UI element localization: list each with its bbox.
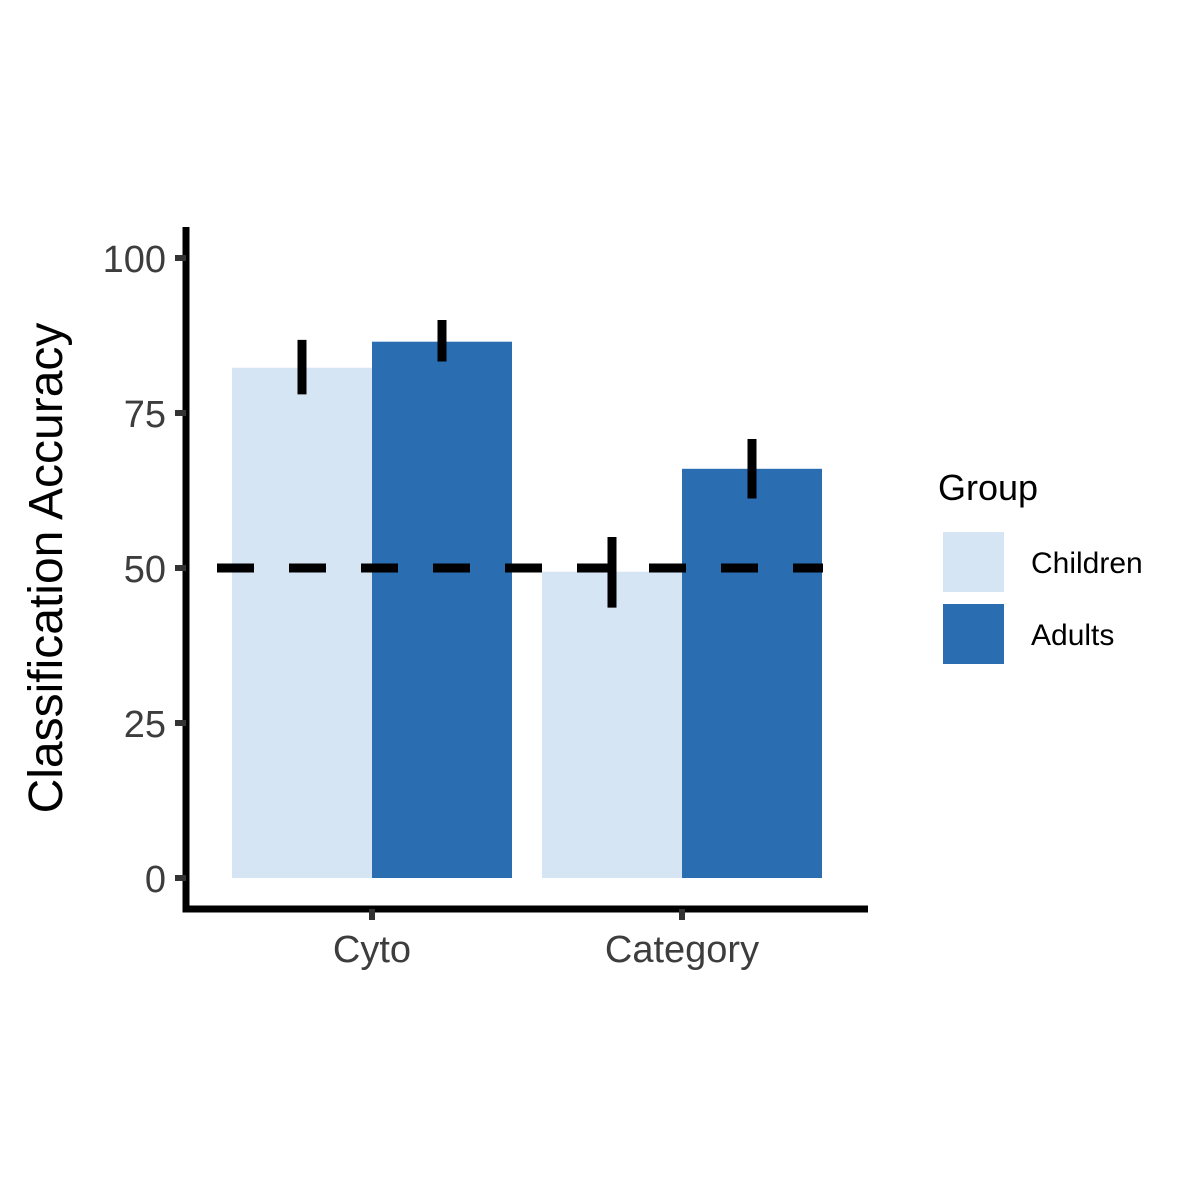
y-ticks: 0 25 50 75 100 [103, 239, 186, 901]
y-tick-label: 0 [145, 859, 166, 901]
y-axis-title: Classification Accuracy [20, 323, 73, 814]
legend-items: Children Adults [943, 532, 1143, 664]
error-bars-layer [297, 320, 757, 608]
legend-swatch-adults [943, 604, 1004, 664]
bar-adults-cyto [372, 341, 512, 878]
legend-title: Group [938, 467, 1038, 508]
legend: Group Children Adults [938, 467, 1143, 664]
x-tick-label-cyto: Cyto [333, 929, 411, 971]
legend-swatch-children [943, 532, 1004, 592]
y-tick-label: 75 [124, 394, 166, 436]
bar-children-cyto [232, 367, 372, 878]
legend-label-adults: Adults [1031, 619, 1114, 652]
legend-label-children: Children [1031, 547, 1143, 580]
x-ticks: Cyto Category [333, 909, 759, 971]
y-tick-label: 50 [124, 549, 166, 591]
y-tick-label: 25 [124, 704, 166, 746]
y-tick-label: 100 [103, 239, 166, 281]
bar-adults-category [682, 468, 822, 878]
bar-children-category [542, 571, 682, 878]
bars-layer [232, 341, 822, 878]
x-tick-label-category: Category [605, 929, 759, 971]
